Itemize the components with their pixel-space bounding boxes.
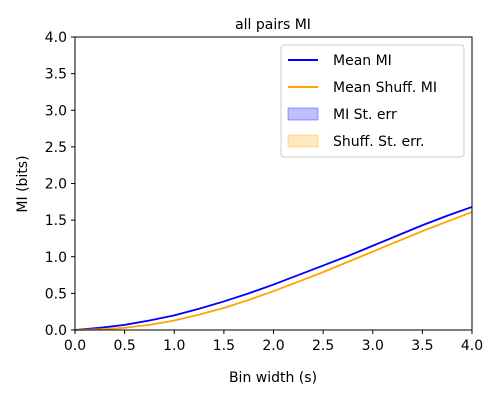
y-tick-label: 2.5	[45, 140, 67, 156]
y-tick-label: 3.0	[45, 103, 67, 119]
x-tick-label: 0.5	[113, 338, 135, 354]
legend-patch-swatch	[287, 134, 319, 148]
x-tick-label: 2.0	[262, 338, 284, 354]
x-axis-label: Bin width (s)	[229, 370, 317, 386]
x-tick-label: 1.0	[163, 338, 185, 354]
y-tick-label: 2.0	[45, 177, 67, 193]
legend-label: Mean Shuff. MI	[333, 80, 437, 96]
x-axis: 0.0 0.5 1.0 1.5 2.0 2.5 3.0 3.5 4.0	[64, 330, 483, 354]
y-tick-label: 0.5	[45, 286, 67, 302]
series-0-stderr-band	[75, 206, 472, 330]
plot-area	[74, 206, 473, 331]
legend-label: Shuff. St. err.	[333, 134, 425, 150]
y-tick-label: 4.0	[45, 30, 67, 46]
x-tick-label: 2.5	[312, 338, 334, 354]
legend-frame	[280, 44, 465, 158]
x-tick-label: 3.5	[411, 338, 433, 354]
x-tick-label: 3.0	[362, 338, 384, 354]
legend-label: MI St. err	[333, 107, 397, 123]
series-0-line	[74, 206, 473, 331]
x-tick-label: 4.0	[461, 338, 483, 354]
y-tick-label: 1.0	[45, 250, 67, 266]
legend: Mean MI Mean Shuff. MI MI St. err Shuff. St…	[280, 44, 465, 158]
y-tick-label: 1.5	[45, 213, 67, 229]
y-tick-label: 3.5	[45, 67, 67, 83]
chart-title: all pairs MI	[235, 17, 311, 33]
legend-label: Mean MI	[333, 53, 392, 69]
y-axis: 0.0 0.5 1.0 1.5 2.0 2.5 3.0 3.5 4.0	[45, 30, 75, 339]
x-tick-label: 0.0	[64, 338, 86, 354]
series-1-line	[74, 211, 473, 331]
y-axis-label: MI (bits)	[15, 155, 31, 212]
legend-patch-swatch	[287, 107, 319, 121]
y-tick-label: 0.0	[45, 323, 67, 339]
x-tick-label: 1.5	[213, 338, 235, 354]
